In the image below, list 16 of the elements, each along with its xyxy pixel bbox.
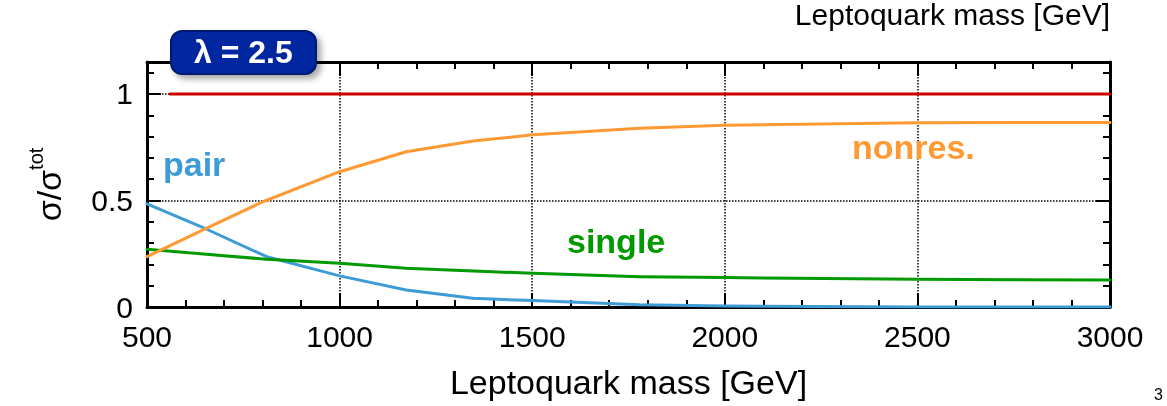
text: Leptoquark mass [GeV]: [794, 0, 1110, 32]
y-tick-label: 0.5: [91, 183, 133, 217]
line-series: [145, 121, 1112, 259]
x-tick-label: 2500: [884, 319, 951, 353]
series-label: single: [567, 222, 666, 261]
x-tick-label: 1000: [306, 319, 373, 353]
x-tick-label: 2000: [691, 319, 759, 353]
x-axis-title: Leptoquark mass [GeV]: [449, 363, 808, 401]
x-tick-label: 3000: [1076, 319, 1144, 353]
x-tick-label: 1500: [498, 319, 566, 353]
text: 3: [1154, 386, 1163, 404]
annotation: λ = 2.5: [170, 30, 317, 75]
y-axis-title: σ/σtot: [25, 147, 68, 222]
series-label: pair: [163, 145, 226, 184]
series-label: nonres.: [852, 128, 975, 167]
y-tick-label: 1: [116, 77, 133, 111]
